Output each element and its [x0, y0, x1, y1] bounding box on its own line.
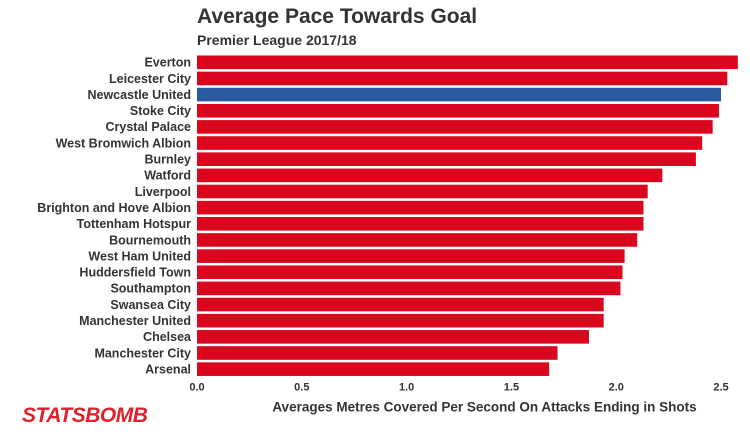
category-label: Leicester City: [109, 72, 191, 86]
bar-bournemouth: [197, 233, 638, 247]
bar-watford: [197, 168, 663, 183]
bar-manchester-city: [197, 346, 558, 360]
category-label: West Bromwich Albion: [56, 136, 191, 150]
category-label: Newcastle United: [87, 88, 191, 102]
bar-chelsea: [197, 330, 589, 344]
bar-brighton-and-hove-albion: [197, 200, 644, 215]
x-tick-label: 0.5: [294, 382, 309, 394]
bar-tottenham-hotspur: [197, 217, 644, 231]
category-label: Burnley: [144, 153, 191, 167]
x-tick-label: 2.0: [609, 382, 624, 394]
category-label: Liverpool: [135, 185, 191, 199]
category-label: Watford: [144, 169, 191, 183]
bar-stoke-city: [197, 103, 719, 118]
category-label: Huddersfield Town: [79, 266, 191, 280]
category-labels: Everton Leicester City Newcastle United Sto…: [37, 56, 192, 377]
category-label: Bournemouth: [109, 233, 191, 247]
bar-liverpool: [197, 184, 648, 199]
bar-newcastle-united: [197, 87, 722, 102]
category-label: Arsenal: [145, 362, 191, 376]
category-label: Manchester United: [79, 314, 191, 328]
category-label: Swansea City: [110, 298, 191, 312]
category-label: Southampton: [110, 282, 191, 296]
bar-west-ham-united: [197, 249, 625, 263]
category-label: West Ham United: [88, 249, 191, 263]
bar-swansea-city: [197, 297, 604, 312]
category-label: Tottenham Hotspur: [77, 217, 191, 231]
category-label: Brighton and Hove Albion: [37, 201, 191, 215]
x-tick-label: 1.5: [504, 382, 519, 394]
x-axis-label: Averages Metres Covered Per Second On At…: [272, 400, 696, 415]
statsbomb-logo: STATSBOMB: [22, 404, 148, 427]
category-label: Stoke City: [130, 104, 191, 118]
bar-arsenal: [197, 362, 550, 376]
chart-subtitle: Premier League 2017/18: [197, 32, 357, 48]
bar-crystal-palace: [197, 120, 713, 134]
bar-west-bromwich-albion: [197, 136, 703, 150]
category-label: Crystal Palace: [106, 120, 192, 134]
x-tick-label: 1.0: [399, 382, 414, 394]
chart-title: Average Pace Towards Goal: [197, 5, 478, 28]
bar-huddersfield-town: [197, 265, 623, 280]
bar-leicester-city: [197, 71, 728, 86]
bar-burnley: [197, 152, 696, 166]
category-label: Chelsea: [143, 330, 192, 344]
category-label: Manchester City: [94, 346, 191, 360]
bar-everton: [197, 55, 738, 70]
x-tick-label: 2.5: [713, 382, 728, 394]
x-axis-ticks: 0.0 0.5 1.0 1.5 2.0 2.5: [189, 382, 728, 394]
x-tick-label: 0.0: [189, 382, 204, 394]
bars: [197, 55, 738, 376]
category-label: Everton: [144, 56, 191, 70]
bar-manchester-united: [197, 313, 604, 328]
bar-southampton: [197, 281, 621, 296]
